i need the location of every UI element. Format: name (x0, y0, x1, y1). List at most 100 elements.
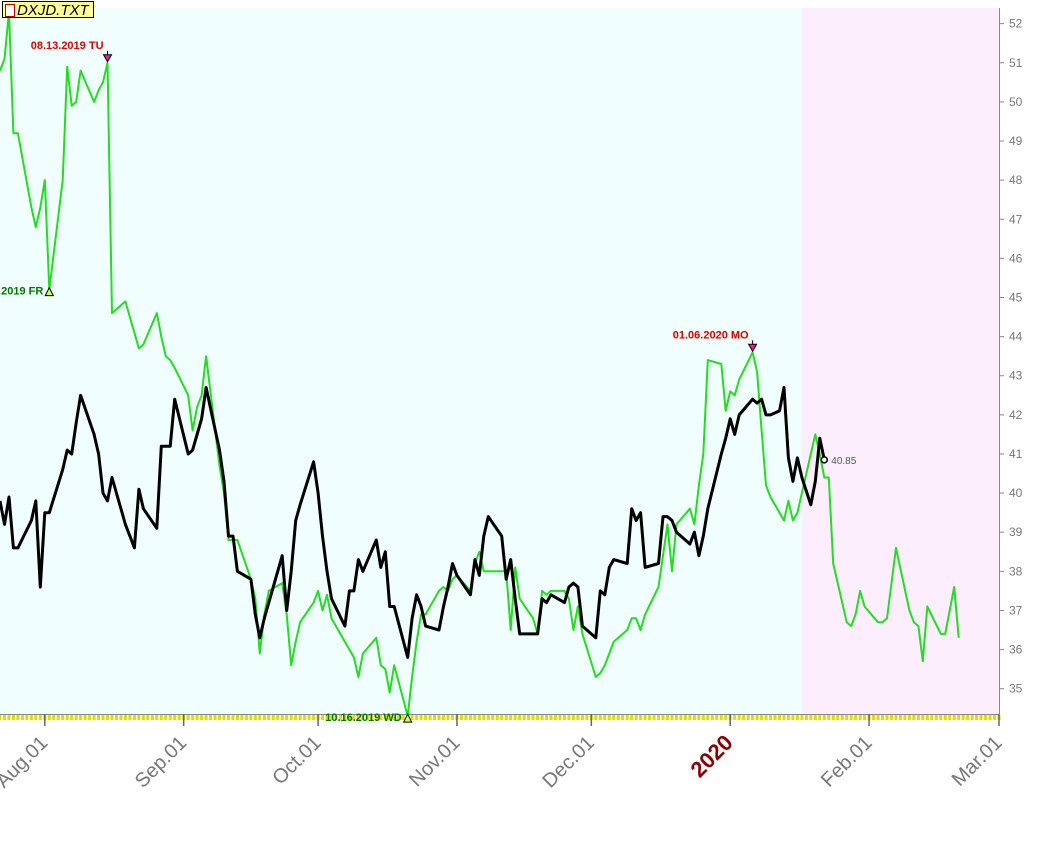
x-tick-label-group: Aug.01 (0, 732, 52, 792)
y-tick-label: 46 (1009, 251, 1023, 265)
x-tick-label-group: Dec.01 (539, 732, 599, 792)
x-day-tick (410, 715, 414, 720)
x-day-tick (276, 715, 280, 720)
x-day-tick (92, 715, 96, 720)
x-tick-label: Dec.01 (539, 732, 599, 792)
x-day-tick (939, 715, 943, 720)
x-day-tick (961, 715, 965, 720)
x-day-tick (840, 715, 844, 720)
x-day-tick (195, 715, 199, 720)
x-day-tick (61, 715, 65, 720)
x-day-tick (831, 715, 835, 720)
x-day-tick (468, 715, 472, 720)
x-tick-label-group: Oct.01 (268, 732, 325, 789)
x-day-tick (258, 715, 262, 720)
x-day-tick (872, 715, 876, 720)
chart-background (0, 8, 999, 714)
x-day-tick (849, 715, 853, 720)
x-day-tick (607, 715, 611, 720)
x-day-tick (988, 715, 992, 720)
x-day-tick (822, 715, 826, 720)
x-day-tick (979, 715, 983, 720)
x-day-tick (25, 715, 29, 720)
x-day-tick (777, 715, 781, 720)
x-day-tick (173, 715, 177, 720)
x-day-tick (603, 715, 607, 720)
x-day-tick (459, 715, 463, 720)
x-day-tick (343, 715, 347, 720)
x-day-tick (56, 715, 60, 720)
x-day-tick (970, 715, 974, 720)
x-day-tick (191, 715, 195, 720)
x-day-tick (150, 715, 154, 720)
x-day-tick (114, 715, 118, 720)
x-day-tick (38, 715, 42, 720)
x-day-tick (213, 715, 217, 720)
x-day-tick (710, 715, 714, 720)
x-day-tick (665, 715, 669, 720)
x-day-tick (235, 715, 239, 720)
x-day-tick (925, 715, 929, 720)
x-day-tick (769, 715, 773, 720)
annotation-group: 08.13.2019 TU 01.06.2020 MO 02.2019 FR 10.1… (0, 1, 758, 724)
x-day-tick (365, 715, 369, 720)
x-day-tick (836, 715, 840, 720)
y-tick-label: 47 (1009, 212, 1023, 226)
x-day-tick (549, 715, 553, 720)
x-day-tick (742, 715, 746, 720)
x-day-tick (576, 715, 580, 720)
x-day-tick (88, 715, 92, 720)
x-day-tick (943, 715, 947, 720)
x-day-tick (751, 715, 755, 720)
x-day-tick (477, 715, 481, 720)
x-day-tick (863, 715, 867, 720)
file-name-tab[interactable]: DXJD.TXT (2, 1, 94, 19)
y-tick-label: 44 (1009, 330, 1023, 344)
x-day-tick (495, 715, 499, 720)
x-day-tick (845, 715, 849, 720)
x-day-tick (827, 715, 831, 720)
x-day-tick (975, 715, 979, 720)
x-day-tick (719, 715, 723, 720)
y-tick-label: 48 (1009, 173, 1023, 187)
x-day-tick (334, 715, 338, 720)
x-day-tick (791, 715, 795, 720)
x-day-tick (930, 715, 934, 720)
x-day-tick (473, 715, 477, 720)
x-day-tick (388, 715, 392, 720)
y-tick-label: 42 (1009, 408, 1023, 422)
document-icon (5, 4, 15, 17)
x-day-tick (616, 715, 620, 720)
last-value-marker (820, 456, 829, 464)
x-day-tick (303, 715, 307, 720)
x-day-tick (661, 715, 665, 720)
x-day-tick (374, 715, 378, 720)
x-day-tick (267, 715, 271, 720)
peak-label: 08.13.2019 TU (31, 40, 104, 52)
x-day-tick (47, 715, 51, 720)
x-day-tick (898, 715, 902, 720)
x-day-tick (222, 715, 226, 720)
x-day-tick (159, 715, 163, 720)
x-day-tick (65, 715, 69, 720)
x-tick-label-group: Mar.01 (948, 732, 1007, 791)
x-day-tick (330, 715, 334, 720)
x-day-tick (338, 715, 342, 720)
x-day-tick (697, 715, 701, 720)
y-tick-label: 52 (1009, 17, 1023, 31)
x-day-tick (657, 715, 661, 720)
y-tick-label: 50 (1009, 95, 1023, 109)
peak-label: 01.06.2020 MO (673, 329, 749, 341)
x-day-tick (571, 715, 575, 720)
y-axis: 35 36 37 38 39 40 41 42 43 44 45 46 47 48 49 50 51 52 (999, 8, 1023, 714)
x-day-tick (804, 715, 808, 720)
x-day-tick (885, 715, 889, 720)
x-day-tick (20, 715, 24, 720)
x-axis-band (0, 714, 999, 720)
x-day-tick (522, 715, 526, 720)
x-day-tick (746, 715, 750, 720)
x-day-tick (688, 715, 692, 720)
x-day-tick (486, 715, 490, 720)
x-day-tick (737, 715, 741, 720)
x-tick-label-group: Sep.01 (131, 732, 191, 792)
